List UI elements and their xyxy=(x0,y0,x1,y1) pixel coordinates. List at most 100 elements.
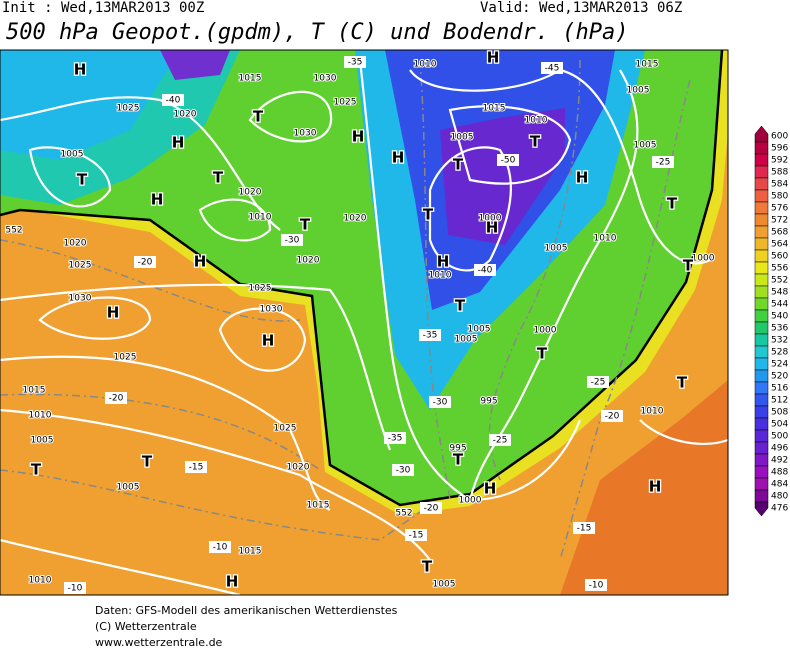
colorbar-tick-label: 492 xyxy=(771,456,788,466)
colorbar-segment xyxy=(754,393,769,407)
colorbar-segment xyxy=(754,489,769,503)
label-box xyxy=(384,432,406,444)
pressure-center: H xyxy=(484,480,497,498)
isobar-label: 1010 xyxy=(29,411,52,421)
colorbar-segment xyxy=(754,141,769,155)
colorbar-segment xyxy=(754,165,769,179)
pressure-center: T xyxy=(537,345,548,363)
isobar-label: 1005 xyxy=(61,150,84,160)
pressure-center: T xyxy=(453,451,464,469)
colorbar-segment xyxy=(754,441,769,455)
colorbar-segment xyxy=(754,357,769,371)
isobar-label: 1015 xyxy=(636,60,659,70)
map-frame xyxy=(0,49,729,596)
isobar-label: 1025 xyxy=(117,104,140,114)
colorbar-segment xyxy=(754,309,769,323)
isobar xyxy=(0,96,281,231)
label-box xyxy=(134,256,156,268)
isobar-label: 1005 xyxy=(117,483,140,493)
isobar-label: 1015 xyxy=(239,547,262,557)
colorbar-tick-label: 600 xyxy=(771,132,788,142)
colorbar-tick-label: 524 xyxy=(771,360,788,370)
isobar xyxy=(218,307,307,372)
isobar-label: 995 xyxy=(449,444,466,454)
label-box xyxy=(405,529,427,541)
isotherm-label: -50 xyxy=(501,156,516,166)
pressure-center: H xyxy=(151,191,164,209)
isotherm-label: -20 xyxy=(138,258,153,268)
pressure-center: T xyxy=(300,216,311,234)
colorbar-tick-label: 504 xyxy=(771,420,788,430)
label-box xyxy=(344,56,366,68)
colorbar-tick-label: 500 xyxy=(771,432,788,442)
isobar-label: 995 xyxy=(480,397,497,407)
colorbar-segment xyxy=(754,429,769,443)
isobar-label: 1005 xyxy=(627,86,650,96)
pressure-center: H xyxy=(486,219,499,237)
colorbar-segment xyxy=(754,261,769,275)
field-purple xyxy=(440,108,565,245)
label-box xyxy=(585,579,607,591)
label-box xyxy=(185,461,207,473)
footer-line: www.wetterzentrale.de xyxy=(95,636,223,648)
field-dark-orange xyxy=(560,380,728,595)
colorbar-tick-label: 592 xyxy=(771,156,788,166)
label-box xyxy=(281,234,303,246)
colorbar-segment xyxy=(754,333,769,347)
isobar xyxy=(358,59,582,502)
isotherm-label: -10 xyxy=(68,584,83,594)
label-box xyxy=(209,541,231,553)
pressure-center: T xyxy=(77,171,88,189)
colorbar-tick-label: 564 xyxy=(771,240,788,250)
isobar-label: 1030 xyxy=(314,74,337,84)
colorbar-tick-label: 588 xyxy=(771,168,788,178)
isobar-label: 1010 xyxy=(29,576,52,586)
colorbar-tick-label: 484 xyxy=(771,480,788,490)
colorbar-tick-label: 576 xyxy=(771,204,788,214)
isotherm-label: -35 xyxy=(388,434,403,444)
isotherm-label: -30 xyxy=(396,466,411,476)
label-box xyxy=(601,410,623,422)
label-box xyxy=(652,156,674,168)
isobar-label: 1020 xyxy=(297,256,320,266)
pressure-center: H xyxy=(226,573,239,591)
isotherm-label: -25 xyxy=(591,378,606,388)
footer-line: Daten: GFS-Modell des amerikanischen Wet… xyxy=(95,604,398,617)
isobar xyxy=(409,68,711,265)
label-box xyxy=(392,464,414,476)
label-box xyxy=(105,392,127,404)
colorbar-segment xyxy=(754,189,769,203)
map: H 1015 1030-35 1010 H-45 10151025-4010201025T… xyxy=(0,47,729,596)
colorbar-tick-label: 480 xyxy=(771,492,788,502)
colorbar-segment xyxy=(754,453,769,467)
label-box xyxy=(429,396,451,408)
pressure-center: T xyxy=(677,374,688,392)
isotherm-label: -15 xyxy=(409,531,424,541)
pressure-center: T xyxy=(253,108,264,126)
colorbar-tick-label: 568 xyxy=(771,228,788,238)
colorbar-tick-label: 520 xyxy=(771,372,788,382)
isobar xyxy=(0,408,431,561)
isotherm-label: -10 xyxy=(589,581,604,591)
isobar-label: 1020 xyxy=(344,214,367,224)
pressure-center: T xyxy=(422,558,433,576)
colorbar-segment xyxy=(754,465,769,479)
pressure-center: T xyxy=(455,297,466,315)
isotherm-label: -20 xyxy=(605,412,620,422)
colorbar-segment xyxy=(754,417,769,431)
colorbar-segment xyxy=(754,237,769,251)
label-box xyxy=(64,582,86,594)
isobar-label: 1005 xyxy=(31,436,54,446)
colorbar-segment xyxy=(754,249,769,263)
colorbar-segment xyxy=(754,321,769,335)
isobar-label: 1005 xyxy=(455,335,478,345)
isobar xyxy=(0,355,331,511)
isobar-label: 552 xyxy=(5,226,22,236)
pressure-center: H xyxy=(74,61,87,79)
isobar-label: 1000 xyxy=(459,496,482,506)
pressure-center: T xyxy=(683,257,694,275)
colorbar-tick-label: 476 xyxy=(771,504,788,514)
isobar-label: 552 xyxy=(395,509,412,519)
